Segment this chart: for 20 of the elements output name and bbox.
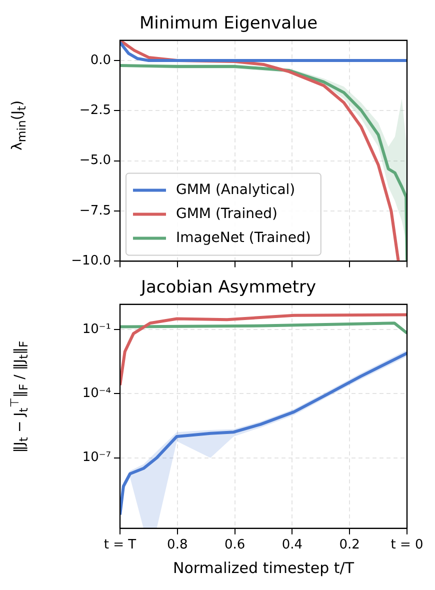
chart-title: Minimum Eigenvalue xyxy=(139,14,318,34)
y-tick-label: 10⁻⁷ xyxy=(82,450,111,466)
y-tick-label: 10⁻⁴ xyxy=(82,386,111,402)
x-tick-label: t = T xyxy=(104,538,136,553)
legend-label: ImageNet (Trained) xyxy=(176,230,311,246)
x-tick-label: 0.6 xyxy=(224,538,246,553)
y-tick-label: −7.5 xyxy=(79,203,111,218)
x-axis-title: Normalized timestep t/T xyxy=(172,558,355,577)
y-tick-label: 10⁻¹ xyxy=(82,322,111,337)
y-tick-label: 0.0 xyxy=(90,52,111,68)
y-tick-label: −10.0 xyxy=(71,254,111,269)
y-tick-label: −2.5 xyxy=(79,103,111,118)
chart-title: Jacobian Asymmetry xyxy=(140,278,316,298)
legend-label: GMM (Analytical) xyxy=(176,182,296,198)
legend-label: GMM (Trained) xyxy=(176,206,278,222)
x-tick-label: t = 0 xyxy=(390,538,424,553)
x-tick-label: 0.8 xyxy=(167,538,188,553)
y-tick-label: −5.0 xyxy=(79,153,111,168)
x-tick-label: 0.2 xyxy=(339,538,360,553)
x-tick-label: 0.4 xyxy=(282,538,303,553)
